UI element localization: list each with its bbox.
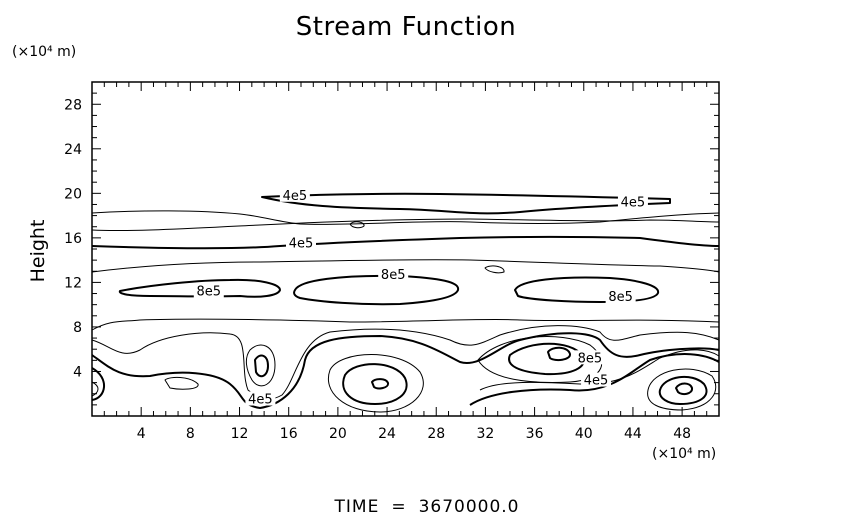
contour-line bbox=[514, 276, 660, 303]
contour-line bbox=[293, 274, 460, 306]
x-tick-label: 12 bbox=[231, 426, 249, 442]
y-tick-label: 8 bbox=[73, 320, 82, 336]
y-axis-label: Height bbox=[27, 219, 49, 283]
contour-line bbox=[342, 363, 408, 405]
x-tick-label: 8 bbox=[186, 426, 195, 442]
contour-label-bg bbox=[279, 187, 310, 202]
contour-line bbox=[254, 354, 269, 378]
x-tick-label: 24 bbox=[378, 426, 396, 442]
contour-line bbox=[547, 346, 571, 362]
x-axis-ticks: 4 8 12 16 20 24 28 32 36 40 44 48 bbox=[137, 426, 691, 442]
contour-line bbox=[647, 368, 717, 411]
contour-label: 4e5 bbox=[289, 237, 314, 252]
contour-line bbox=[477, 336, 602, 383]
contour-line bbox=[91, 235, 720, 250]
x-tick-label: 48 bbox=[673, 426, 691, 442]
contour-line bbox=[91, 325, 720, 400]
contour-label: 8e5 bbox=[578, 351, 603, 366]
time-equals: = bbox=[391, 497, 407, 517]
time-label: TIME bbox=[334, 497, 380, 517]
contour-lines bbox=[91, 192, 720, 413]
x-axis-unit: (×10⁴ m) bbox=[652, 446, 717, 462]
x-tick-label: 36 bbox=[526, 426, 544, 442]
x-tick-label: 28 bbox=[427, 426, 445, 442]
contour-line bbox=[484, 265, 505, 274]
contour-label: 4e5 bbox=[584, 374, 609, 389]
contour-label-bg bbox=[581, 372, 612, 387]
contour-label: 8e5 bbox=[608, 290, 633, 305]
contour-label-bg bbox=[605, 289, 636, 304]
x-tick-label: 4 bbox=[137, 426, 146, 442]
contour-line bbox=[508, 342, 585, 376]
plot-frame bbox=[91, 81, 720, 417]
contour-label: 8e5 bbox=[381, 268, 406, 283]
y-axis-unit: (×10⁴ m) bbox=[12, 44, 77, 60]
x-tick-label: 32 bbox=[476, 426, 494, 442]
contour-label-bg bbox=[378, 266, 409, 281]
contour-label: 4e5 bbox=[621, 195, 646, 210]
contour-label-bg bbox=[574, 350, 605, 365]
contour-line bbox=[91, 367, 105, 401]
y-tick-label: 4 bbox=[73, 364, 82, 380]
contour-label: 8e5 bbox=[197, 285, 222, 300]
time-value: 3670000.0 bbox=[418, 497, 520, 517]
time-readout: TIME = 3670000.0 bbox=[0, 497, 854, 517]
contour-line bbox=[91, 332, 720, 409]
contour-line bbox=[328, 354, 424, 413]
y-tick-label: 24 bbox=[64, 142, 82, 158]
contour-line bbox=[164, 376, 199, 390]
y-axis-ticks: 4 8 12 16 20 24 28 bbox=[64, 97, 82, 380]
x-tick-label: 20 bbox=[329, 426, 347, 442]
contour-line bbox=[675, 382, 694, 396]
y-tick-label: 20 bbox=[64, 186, 82, 202]
contour-label-bg bbox=[245, 391, 276, 406]
contour-line bbox=[118, 278, 281, 298]
x-tick-label: 44 bbox=[624, 426, 642, 442]
chart-title: Stream Function bbox=[295, 12, 517, 42]
contour-line bbox=[245, 344, 276, 387]
contour-label-bg bbox=[617, 194, 648, 209]
contour-line bbox=[91, 210, 720, 225]
contour-label: 4e5 bbox=[248, 393, 273, 408]
y-tick-label: 12 bbox=[64, 275, 82, 291]
contour-line bbox=[658, 375, 708, 405]
y-tick-label: 16 bbox=[64, 231, 82, 247]
contour-line bbox=[91, 218, 720, 232]
contour-line bbox=[91, 318, 720, 331]
contour-label-bg bbox=[286, 235, 316, 250]
contour-labels: 4e5 4e5 4e5 8e5 8e5 8e5 4e5 8e5 4e5 bbox=[193, 187, 648, 408]
contour-line bbox=[371, 378, 389, 390]
contour-line bbox=[349, 221, 365, 229]
contour-label-bg bbox=[193, 283, 224, 298]
y-tick-label: 28 bbox=[64, 97, 82, 113]
x-tick-label: 40 bbox=[575, 426, 593, 442]
contour-label: 4e5 bbox=[283, 189, 308, 204]
contour-line bbox=[261, 192, 671, 215]
contour-line bbox=[91, 259, 720, 273]
x-tick-label: 16 bbox=[280, 426, 298, 442]
